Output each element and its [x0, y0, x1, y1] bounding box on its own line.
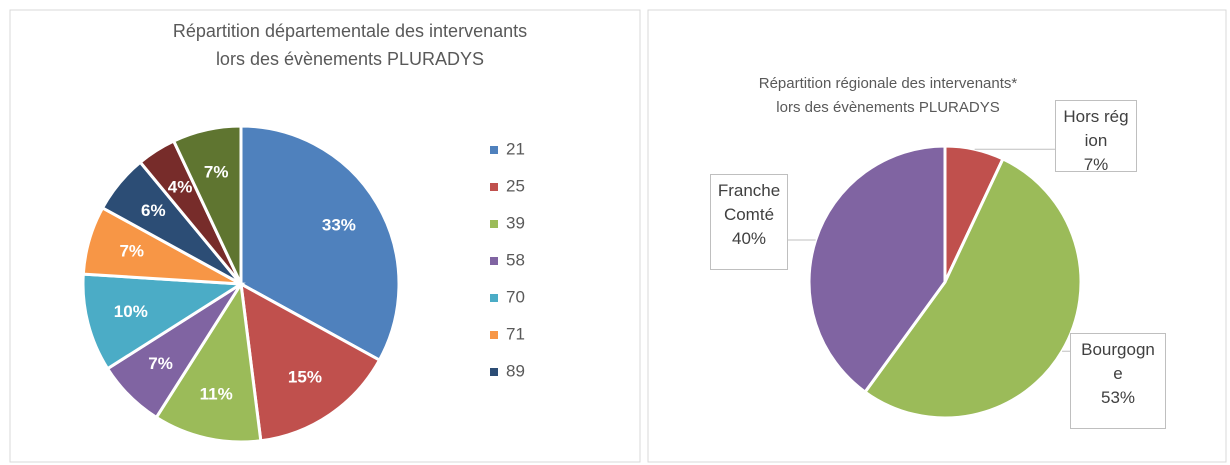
chart-title: Répartition régionale des intervenants* — [759, 75, 1018, 92]
legend-label: 21 — [506, 139, 525, 158]
data-label: 33% — [322, 216, 356, 235]
data-label: 7% — [148, 354, 173, 373]
legend-swatch — [490, 257, 498, 265]
pie-slice — [171, 124, 243, 285]
data-label: 10% — [114, 302, 148, 321]
callout-value: 53% — [1100, 388, 1136, 407]
legend-label: 89 — [506, 361, 525, 380]
pie-slice — [807, 144, 947, 395]
pie-slice — [239, 124, 401, 363]
legend-label: 58 — [506, 250, 525, 269]
chart-title: lors des évènements PLURADYS — [776, 99, 999, 116]
legend-swatch — [490, 294, 498, 302]
pie-slice — [862, 156, 1083, 420]
legend-label: 39 — [506, 213, 525, 232]
data-label: 15% — [288, 368, 322, 387]
legend-swatch — [490, 368, 498, 376]
callout-category: Hors région — [1063, 107, 1129, 150]
callout: Franche Comté 40% — [710, 174, 788, 270]
data-label: 4% — [168, 177, 193, 196]
legend-swatch — [490, 331, 498, 339]
legend-label: 71 — [506, 324, 525, 343]
data-label: 7% — [204, 162, 229, 181]
pie-slice — [81, 272, 246, 371]
data-label: 11% — [200, 385, 233, 404]
callout: Bourgogne 53% — [1070, 333, 1166, 429]
callout-category: Franche Comté — [717, 181, 781, 224]
chart-frame — [9, 9, 641, 463]
data-label: 6% — [141, 201, 166, 220]
callout-category: Bourgogne — [1081, 340, 1155, 383]
pie-slice — [239, 281, 382, 443]
legend-label: 70 — [506, 287, 525, 306]
callout-value: 40% — [731, 229, 767, 248]
callout-value: 7% — [1083, 155, 1109, 174]
chart-frame — [647, 9, 1227, 463]
pie-slice — [154, 279, 263, 444]
chart-title: Répartition départementale des intervena… — [173, 21, 527, 41]
legend-swatch — [490, 183, 498, 191]
chart-title: lors des évènements PLURADYS — [216, 49, 484, 69]
data-label: 7% — [119, 242, 144, 261]
legend-swatch — [490, 146, 498, 154]
callout: Hors région 7% — [1055, 100, 1137, 174]
legend-label: 25 — [506, 176, 525, 195]
legend-swatch — [490, 220, 498, 228]
